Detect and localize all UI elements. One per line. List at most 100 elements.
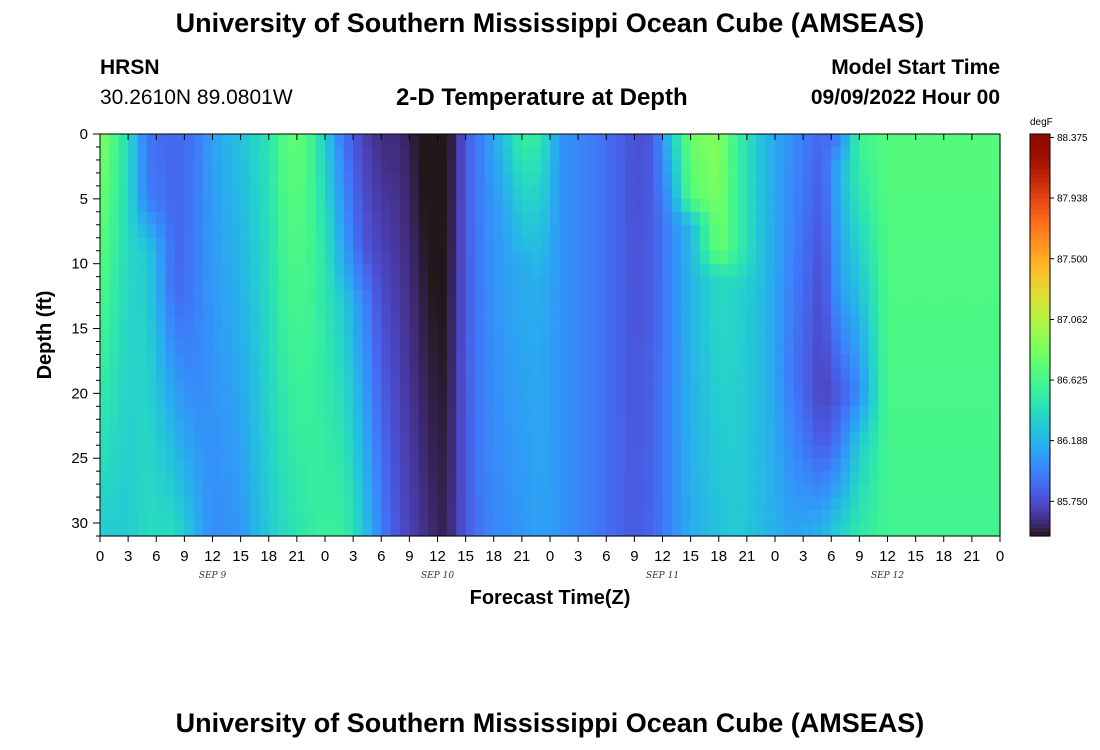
heatmap-cell [100, 393, 110, 407]
heatmap-cell [325, 497, 335, 511]
heatmap-cell [334, 406, 345, 420]
heatmap-cell [418, 406, 429, 420]
heatmap-cell [128, 237, 139, 252]
heatmap-cell [371, 419, 382, 433]
heatmap-cell [718, 185, 729, 200]
heatmap-cell [653, 341, 664, 356]
heatmap-cell [681, 315, 692, 330]
heatmap-cell [634, 134, 645, 148]
heatmap-cell [306, 458, 317, 472]
heatmap-cell [400, 354, 410, 369]
heatmap-cell [287, 263, 298, 278]
heatmap-cell [109, 328, 120, 343]
heatmap-cell [962, 289, 973, 304]
heatmap-cell [943, 471, 954, 485]
heatmap-cell [887, 458, 898, 472]
heatmap-cell [521, 393, 532, 407]
heatmap-cell [859, 510, 870, 524]
heatmap-cell [596, 406, 607, 420]
heatmap-cell [915, 134, 926, 148]
heatmap-cell [193, 211, 204, 226]
heatmap-cell [296, 146, 307, 161]
heatmap-cell [596, 471, 607, 485]
heatmap-cell [128, 484, 139, 498]
heatmap-cell [746, 328, 757, 343]
heatmap-cell [934, 510, 945, 524]
heatmap-cell [521, 328, 532, 343]
heatmap-cell [681, 302, 692, 317]
heatmap-cell [550, 276, 560, 291]
heatmap-cell [765, 406, 776, 420]
heatmap-cell [643, 484, 654, 498]
heatmap-cell [409, 276, 420, 291]
heatmap-cell [746, 393, 757, 407]
x-tick-label: 18 [260, 548, 277, 565]
heatmap-cell [850, 315, 860, 330]
colorbar-step [1030, 246, 1050, 252]
heatmap-cell [390, 315, 401, 330]
heatmap-cell [559, 276, 570, 291]
heatmap-cell [165, 146, 176, 161]
y-axis-title: Depth (ft) [34, 291, 56, 380]
heatmap-cell [587, 406, 598, 420]
heatmap-cell [812, 237, 823, 252]
heatmap-cell [643, 354, 654, 369]
heatmap-cell [878, 406, 889, 420]
heatmap-cell [709, 354, 720, 369]
heatmap-cell [493, 198, 504, 213]
heatmap-cell [925, 458, 935, 472]
heatmap-cell [887, 406, 898, 420]
heatmap-cell [803, 341, 814, 356]
heatmap-cell [925, 289, 935, 304]
heatmap-cell [437, 237, 448, 252]
heatmap-cell [193, 315, 204, 330]
heatmap-cell [756, 406, 767, 420]
heatmap-cell [418, 445, 429, 459]
heatmap-cell [596, 419, 607, 433]
y-tick-label: 30 [71, 515, 88, 532]
heatmap-cell [362, 471, 373, 485]
heatmap-cell [962, 471, 973, 485]
heatmap-cell [821, 224, 832, 239]
heatmap-cell [850, 185, 860, 200]
heatmap-cell [662, 289, 673, 304]
heatmap-cell [550, 250, 560, 265]
heatmap-cell [934, 380, 945, 394]
heatmap-cell [784, 172, 795, 187]
heatmap-cell [681, 289, 692, 304]
heatmap-cell [390, 341, 401, 356]
heatmap-cell [653, 510, 664, 524]
heatmap-cell [765, 497, 776, 511]
colorbar-step [1030, 483, 1050, 489]
heatmap-cell [878, 159, 889, 174]
heatmap-cell [315, 406, 326, 420]
heatmap-cell [353, 510, 364, 524]
heatmap-cell [596, 354, 607, 369]
heatmap-cell [803, 432, 814, 446]
heatmap-cell [362, 211, 373, 226]
heatmap-cell [934, 471, 945, 485]
heatmap-cell [390, 406, 401, 420]
heatmap-cell [634, 211, 645, 226]
heatmap-cell [512, 250, 523, 265]
heatmap-cell [428, 367, 439, 381]
heatmap-cell [250, 380, 260, 394]
heatmap-cell [343, 497, 354, 511]
heatmap-cell [971, 445, 982, 459]
heatmap-cell [578, 302, 589, 317]
heatmap-cell [203, 185, 214, 200]
heatmap-cell [493, 250, 504, 265]
heatmap-cell [325, 146, 335, 161]
heatmap-cell [662, 263, 673, 278]
heatmap-cell [212, 185, 223, 200]
heatmap-cell [540, 393, 551, 407]
heatmap-cell [953, 471, 964, 485]
heatmap-cell [578, 406, 589, 420]
heatmap-cell [643, 134, 654, 148]
heatmap-cell [943, 510, 954, 524]
heatmap-cell [240, 419, 251, 433]
heatmap-cell [287, 328, 298, 343]
heatmap-cell [700, 134, 710, 148]
heatmap-cell [418, 172, 429, 187]
heatmap-cell [709, 523, 720, 537]
